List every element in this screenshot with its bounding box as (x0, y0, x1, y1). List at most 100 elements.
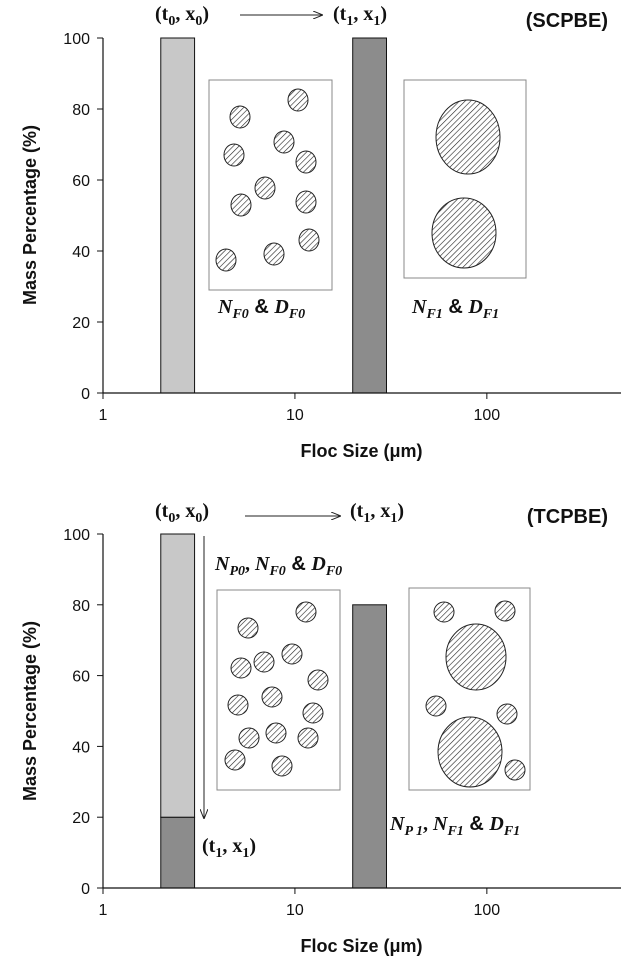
x-axis-label: Floc Size (μm) (300, 936, 422, 956)
annotation-part: D (310, 553, 325, 575)
annotation-part: (t (155, 3, 169, 25)
annotation-part: N (217, 296, 234, 318)
floc (255, 177, 275, 199)
annotation: (t1, x1) (202, 835, 256, 861)
floc (254, 652, 274, 672)
annotation: NP 1, NF1 & DF1 (389, 813, 520, 839)
annotation-part: ) (249, 835, 256, 857)
annotation-part: 1 (390, 511, 397, 526)
annotation-part: (t (155, 500, 169, 522)
annotation-part: , x (175, 3, 195, 25)
annotation-part: 0 (168, 511, 175, 526)
annotation-part: F1 (446, 824, 463, 839)
annotation-part: F0 (268, 564, 285, 579)
bar-segment (161, 38, 195, 393)
annotation-part: 1 (242, 846, 249, 861)
x-tick-label: 10 (286, 902, 304, 919)
floc (438, 717, 502, 787)
y-tick-label: 100 (63, 527, 90, 544)
y-tick-label: 40 (72, 739, 90, 756)
floc (224, 144, 244, 166)
annotation-part: F0 (288, 307, 305, 322)
annotation: (t0, x0) (155, 500, 209, 526)
annotation-part: ) (397, 500, 404, 522)
bar-segment (161, 534, 195, 817)
x-axis-label: Floc Size (μm) (300, 441, 422, 461)
annotation-part: (t (350, 500, 364, 522)
floc (505, 760, 525, 780)
annotation-part: 1 (215, 846, 222, 861)
annotation-part: , (423, 813, 433, 835)
annotation-part: F0 (325, 564, 342, 579)
y-tick-label: 0 (81, 386, 90, 403)
floc (296, 602, 316, 622)
annotation-part: & (443, 296, 469, 318)
bar-segment (353, 38, 387, 393)
annotation-part: 0 (195, 14, 202, 29)
y-tick-label: 80 (72, 598, 90, 615)
annotation-part: , x (370, 500, 390, 522)
floc (238, 618, 258, 638)
annotation: (t0, x0) (155, 3, 209, 29)
annotation: (t1, x1) (350, 500, 404, 526)
floc (296, 191, 316, 213)
bar-segment (161, 817, 195, 888)
floc (239, 728, 259, 748)
floc (296, 151, 316, 173)
floc (272, 756, 292, 776)
chart-title: (SCPBE) (526, 10, 608, 32)
floc (446, 624, 506, 690)
floc (231, 658, 251, 678)
y-tick-label: 100 (63, 31, 90, 48)
annotation-part: 0 (195, 511, 202, 526)
floc (266, 723, 286, 743)
y-tick-label: 60 (72, 669, 90, 686)
annotation-part: N (411, 296, 428, 318)
annotation-part: , x (175, 500, 195, 522)
y-tick-label: 40 (72, 244, 90, 261)
annotation-part: P 1 (404, 824, 423, 839)
annotation: NF0 & DF0 (217, 296, 305, 322)
floc (288, 89, 308, 111)
annotation-part: F1 (503, 824, 520, 839)
annotation-part: F1 (425, 307, 442, 322)
floc (298, 728, 318, 748)
annotation-part: , x (222, 835, 242, 857)
floc (434, 602, 454, 622)
annotation-part: & (286, 553, 312, 575)
annotation-part: , x (353, 3, 373, 25)
floc (497, 704, 517, 724)
annotation-part: (t (333, 3, 347, 25)
x-tick-label: 100 (473, 407, 500, 424)
floc (216, 249, 236, 271)
floc (308, 670, 328, 690)
floc (436, 100, 500, 174)
floc (426, 696, 446, 716)
annotation-part: F1 (482, 307, 499, 322)
floc (231, 194, 251, 216)
floc (225, 750, 245, 770)
y-tick-label: 20 (72, 315, 90, 332)
annotation-part: N (432, 813, 449, 835)
annotation-part: , (245, 553, 255, 575)
floc (299, 229, 319, 251)
annotation-part: F0 (231, 307, 248, 322)
annotation: NF1 & DF1 (411, 296, 499, 322)
y-tick-label: 80 (72, 102, 90, 119)
annotation-part: & (249, 296, 275, 318)
annotation-part: N (389, 813, 406, 835)
y-tick-label: 60 (72, 173, 90, 190)
annotation-part: N (254, 553, 271, 575)
annotation-part: 1 (346, 14, 353, 29)
annotation-part: 1 (363, 511, 370, 526)
floc (264, 243, 284, 265)
annotation-part: ) (380, 3, 387, 25)
y-axis-label: Mass Percentage (%) (20, 621, 40, 801)
floc (274, 131, 294, 153)
x-tick-label: 1 (99, 407, 108, 424)
floc (303, 703, 323, 723)
floc (495, 601, 515, 621)
annotation-part: (t (202, 835, 216, 857)
x-tick-label: 100 (473, 902, 500, 919)
floc (432, 198, 496, 268)
